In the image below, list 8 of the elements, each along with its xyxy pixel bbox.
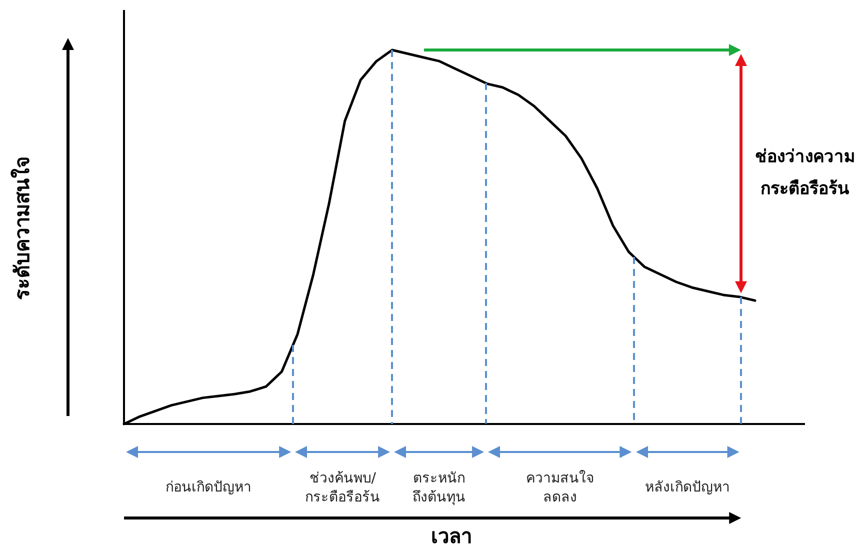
text: ความสนใจ ลดลง — [526, 470, 594, 506]
text: ก่อนเกิดปัญหา — [166, 480, 252, 496]
text: ช่วงค้นพบ/ กระตือรือร้น — [305, 470, 380, 506]
text: หลังเกิดปัญหา — [644, 480, 730, 496]
text: ตระหนัก ถึงต้นทุน — [412, 470, 466, 506]
annotation: ช่องว่างความ กระตือรือร้น — [755, 147, 856, 200]
y-axis-title: ระดับความสนใจ — [10, 156, 34, 300]
text: เวลา — [431, 524, 472, 548]
